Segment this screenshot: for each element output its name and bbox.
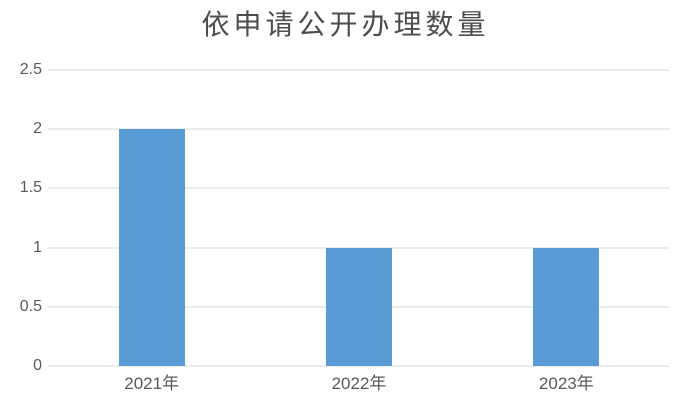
y-axis-tick-label: 2.5 (19, 61, 42, 78)
bar-2022年 (326, 247, 392, 366)
gridline (48, 69, 670, 71)
gridline (48, 187, 670, 189)
x-axis-line (48, 365, 670, 367)
x-axis-category-labels: 2021年 2022年 2023年 (48, 374, 670, 394)
y-axis-tick-label: 1 (33, 238, 42, 256)
y-axis-tick-label: 2 (33, 120, 42, 138)
chart-title: 依申请公开办理数量 (201, 8, 490, 41)
plot-area (48, 69, 670, 367)
bar-2023年 (533, 247, 600, 366)
y-axis-tick-label: 0.5 (19, 297, 42, 315)
x-axis-category-label: 2022年 (331, 374, 387, 393)
y-axis-tick-labels: 0 0.5 1 1.5 2 2.5 (0, 62, 42, 374)
y-axis-tick-label: 0 (33, 357, 42, 374)
y-axis-tick-label: 1.5 (19, 179, 42, 197)
x-axis-category-label: 2023年 (538, 374, 594, 393)
bar-2021年 (118, 129, 185, 366)
gridline (48, 128, 670, 130)
x-axis-category-label: 2021年 (124, 374, 180, 393)
